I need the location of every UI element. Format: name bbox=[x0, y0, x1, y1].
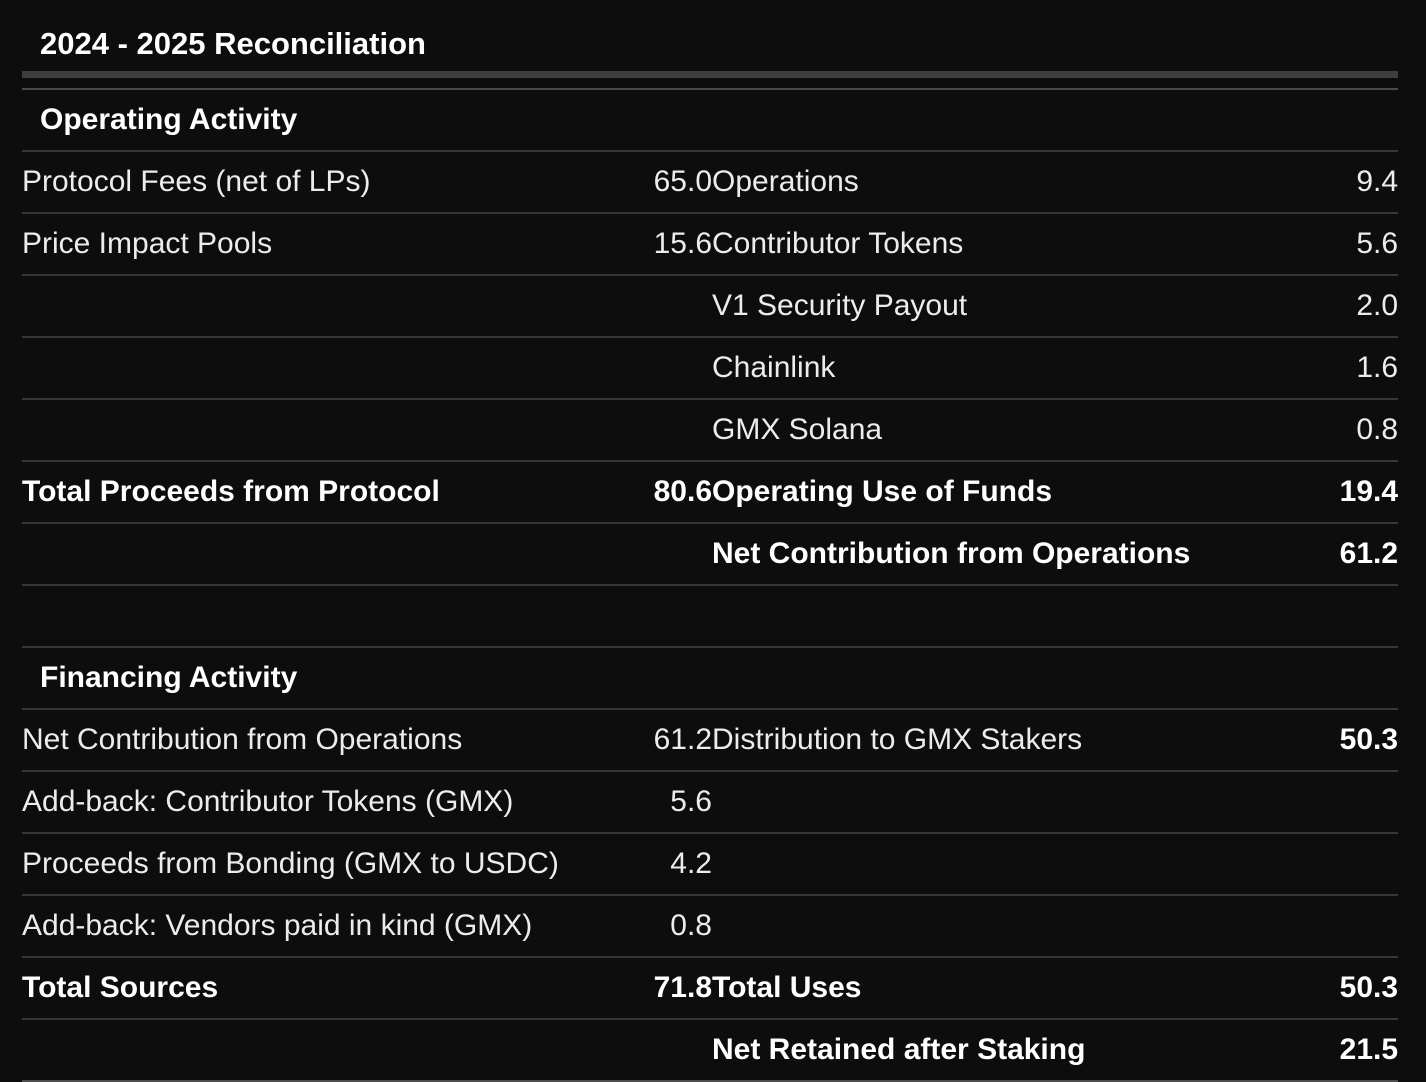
row-value-right bbox=[1288, 833, 1399, 896]
section-spacer-row bbox=[22, 585, 1399, 648]
table-row-total: Total Proceeds from Protocol 80.6 Operat… bbox=[22, 461, 1399, 524]
row-value-right: 21.5 bbox=[1288, 1019, 1399, 1082]
row-label-right: Contributor Tokens bbox=[712, 213, 1288, 276]
row-label-right bbox=[712, 771, 1288, 834]
row-label-right: Distribution to GMX Stakers bbox=[712, 709, 1288, 772]
row-value-right: 2.0 bbox=[1288, 275, 1399, 338]
table-row: GMX Solana 0.8 bbox=[22, 399, 1399, 462]
section-row-operating-activity: Operating Activity bbox=[22, 89, 1399, 152]
row-label-left: Price Impact Pools bbox=[22, 213, 582, 276]
row-value-left: 15.6 bbox=[582, 213, 712, 276]
table-row: Protocol Fees (net of LPs) 65.0 Operatio… bbox=[22, 151, 1399, 214]
table-row-net: Net Retained after Staking 21.5 bbox=[22, 1019, 1399, 1082]
row-label-left bbox=[22, 399, 582, 462]
row-value-right bbox=[1288, 771, 1399, 834]
row-value-right: 19.4 bbox=[1288, 461, 1399, 524]
row-label-left: Total Sources bbox=[22, 957, 582, 1020]
row-value-left: 80.6 bbox=[582, 461, 712, 524]
row-label-left bbox=[22, 523, 582, 586]
row-value-right: 5.6 bbox=[1288, 213, 1399, 276]
row-label-left: Protocol Fees (net of LPs) bbox=[22, 151, 582, 214]
row-label-left bbox=[22, 1019, 582, 1082]
page-title: 2024 - 2025 Reconciliation bbox=[40, 26, 426, 61]
section-title: Financing Activity bbox=[22, 647, 1399, 710]
row-label-right: Chainlink bbox=[712, 337, 1288, 400]
row-value-right: 50.3 bbox=[1288, 709, 1399, 772]
row-label-left: Add-back: Vendors paid in kind (GMX) bbox=[22, 895, 582, 958]
row-value-right: 1.6 bbox=[1288, 337, 1399, 400]
table-row: Add-back: Vendors paid in kind (GMX) 0.8 bbox=[22, 895, 1399, 958]
row-label-left: Net Contribution from Operations bbox=[22, 709, 582, 772]
row-value-left bbox=[582, 399, 712, 462]
row-value-left: 5.6 bbox=[582, 771, 712, 834]
row-value-left: 4.2 bbox=[582, 833, 712, 896]
row-value-left bbox=[582, 523, 712, 586]
row-value-left: 71.8 bbox=[582, 957, 712, 1020]
table-row: Add-back: Contributor Tokens (GMX) 5.6 bbox=[22, 771, 1399, 834]
row-label-right bbox=[712, 895, 1288, 958]
title-underline-rule bbox=[22, 71, 1398, 78]
row-label-left bbox=[22, 337, 582, 400]
table-row-net: Net Contribution from Operations 61.2 bbox=[22, 523, 1399, 586]
table-row: Chainlink 1.6 bbox=[22, 337, 1399, 400]
row-value-right: 9.4 bbox=[1288, 151, 1399, 214]
row-label-right: GMX Solana bbox=[712, 399, 1288, 462]
row-label-right: V1 Security Payout bbox=[712, 275, 1288, 338]
row-value-right: 0.8 bbox=[1288, 399, 1399, 462]
section-title: Operating Activity bbox=[22, 89, 1399, 152]
row-label-right: Operating Use of Funds bbox=[712, 461, 1288, 524]
row-label-left bbox=[22, 275, 582, 338]
row-label-left: Add-back: Contributor Tokens (GMX) bbox=[22, 771, 582, 834]
row-value-left: 0.8 bbox=[582, 895, 712, 958]
section-spacer bbox=[22, 585, 1399, 648]
section-row-financing-activity: Financing Activity bbox=[22, 647, 1399, 710]
row-value-right bbox=[1288, 895, 1399, 958]
rule-gap bbox=[22, 78, 1398, 88]
row-label-right bbox=[712, 833, 1288, 896]
reconciliation-table: Operating Activity Protocol Fees (net of… bbox=[22, 88, 1399, 1082]
row-label-right: Net Contribution from Operations bbox=[712, 523, 1288, 586]
row-label-left: Total Proceeds from Protocol bbox=[22, 461, 582, 524]
table-row-total: Total Sources 71.8 Total Uses 50.3 bbox=[22, 957, 1399, 1020]
row-label-right: Operations bbox=[712, 151, 1288, 214]
table-row: V1 Security Payout 2.0 bbox=[22, 275, 1399, 338]
row-value-right: 61.2 bbox=[1288, 523, 1399, 586]
row-value-left bbox=[582, 1019, 712, 1082]
row-value-left bbox=[582, 337, 712, 400]
row-value-left: 65.0 bbox=[582, 151, 712, 214]
row-value-right: 50.3 bbox=[1288, 957, 1399, 1020]
table-row: Net Contribution from Operations 61.2 Di… bbox=[22, 709, 1399, 772]
row-label-left: Proceeds from Bonding (GMX to USDC) bbox=[22, 833, 582, 896]
table-row: Price Impact Pools 15.6 Contributor Toke… bbox=[22, 213, 1399, 276]
row-value-left: 61.2 bbox=[582, 709, 712, 772]
row-label-right: Total Uses bbox=[712, 957, 1288, 1020]
row-label-right: Net Retained after Staking bbox=[712, 1019, 1288, 1082]
table-row: Proceeds from Bonding (GMX to USDC) 4.2 bbox=[22, 833, 1399, 896]
row-value-left bbox=[582, 275, 712, 338]
